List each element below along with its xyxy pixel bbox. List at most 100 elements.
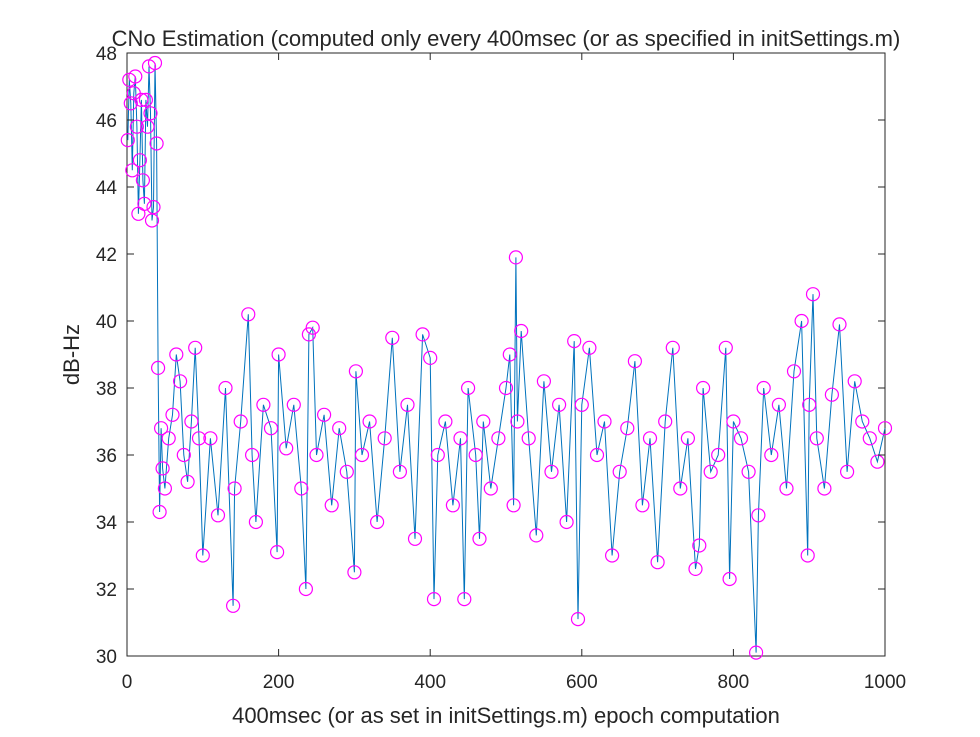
y-tick-label: 40 xyxy=(96,312,117,333)
data-point xyxy=(362,414,377,429)
data-point xyxy=(176,447,191,463)
y-axis-title: dB-Hz xyxy=(59,324,84,385)
data-point xyxy=(279,441,294,456)
data-point xyxy=(589,447,605,463)
data-point xyxy=(392,464,407,479)
data-point xyxy=(733,431,749,446)
data-point xyxy=(582,340,597,355)
data-point xyxy=(786,364,802,379)
data-point xyxy=(692,538,707,553)
data-point xyxy=(184,414,199,429)
data-point xyxy=(800,548,815,563)
data-point xyxy=(658,414,673,429)
data-point xyxy=(514,323,529,339)
data-point xyxy=(695,380,711,396)
data-point xyxy=(771,397,787,412)
data-point xyxy=(138,92,153,108)
data-point xyxy=(298,581,313,597)
data-point xyxy=(271,347,286,362)
data-point xyxy=(472,531,487,546)
data-point xyxy=(559,514,574,530)
y-tick-label: 42 xyxy=(96,245,117,266)
data-point xyxy=(722,571,737,587)
data-point xyxy=(741,464,756,479)
data-point xyxy=(137,196,152,211)
data-point xyxy=(248,514,263,530)
data-point xyxy=(498,380,514,396)
data-point xyxy=(604,548,620,563)
data-point xyxy=(426,591,442,607)
data-point xyxy=(567,334,582,349)
data-point xyxy=(802,397,817,412)
data-point xyxy=(476,414,491,429)
y-tick-label: 32 xyxy=(96,580,117,601)
data-point xyxy=(400,397,415,412)
data-point xyxy=(805,287,821,302)
data-point xyxy=(491,431,506,446)
data-point xyxy=(301,327,316,342)
data-point xyxy=(157,481,172,496)
x-tick-label: 1000 xyxy=(864,672,906,693)
data-point xyxy=(270,544,285,560)
data-point xyxy=(188,340,203,355)
data-point xyxy=(125,163,140,178)
data-point xyxy=(483,481,498,496)
data-point xyxy=(430,447,445,463)
data-point xyxy=(445,498,460,513)
data-point xyxy=(226,598,241,613)
data-point xyxy=(169,347,184,362)
data-point xyxy=(180,474,195,489)
data-point xyxy=(317,407,332,422)
data-point xyxy=(129,119,144,134)
data-point xyxy=(173,374,188,389)
y-tick-label: 30 xyxy=(96,647,117,668)
y-tick-label: 44 xyxy=(96,178,118,199)
y-tick-label: 48 xyxy=(96,44,117,65)
y-tick-label: 46 xyxy=(96,111,117,132)
data-point xyxy=(354,447,370,463)
data-point xyxy=(665,340,680,355)
data-point xyxy=(233,414,248,429)
data-point xyxy=(468,447,483,463)
data-point xyxy=(779,481,794,496)
data-point xyxy=(324,498,339,513)
x-tick-label: 800 xyxy=(718,672,750,693)
data-point xyxy=(407,531,423,546)
data-point xyxy=(151,360,166,375)
data-point xyxy=(149,136,164,151)
data-point xyxy=(877,421,893,436)
data-point xyxy=(134,92,149,108)
axes-layer: 0 200 400 600 800 1000 30 32 34 36 38 40 42 44 46 48 xyxy=(96,44,906,693)
data-point xyxy=(339,464,354,479)
data-point xyxy=(218,380,233,396)
data-point xyxy=(748,645,764,660)
data-point xyxy=(305,320,320,335)
data-point xyxy=(711,447,726,463)
data-point xyxy=(453,431,468,446)
data-point xyxy=(161,431,176,446)
x-tick-label: 200 xyxy=(263,672,295,693)
data-point xyxy=(627,354,643,369)
data-point xyxy=(294,481,309,496)
data-point xyxy=(570,611,586,627)
data-point xyxy=(191,431,207,446)
data-point xyxy=(794,313,809,329)
data-point xyxy=(135,173,150,188)
data-point xyxy=(703,464,718,479)
data-point xyxy=(870,454,885,469)
data-point xyxy=(544,464,559,479)
data-point xyxy=(203,431,218,446)
data-point xyxy=(635,498,650,513)
data-point xyxy=(256,397,271,412)
data-point xyxy=(642,431,658,446)
series-layer xyxy=(120,55,893,660)
data-point xyxy=(140,119,155,134)
data-point xyxy=(123,96,138,111)
data-point xyxy=(147,55,163,71)
data-point xyxy=(332,421,347,436)
data-point xyxy=(165,407,180,422)
y-tick-label: 36 xyxy=(96,446,117,467)
data-point xyxy=(457,591,472,607)
data-point xyxy=(461,380,476,396)
data-point xyxy=(132,153,147,168)
